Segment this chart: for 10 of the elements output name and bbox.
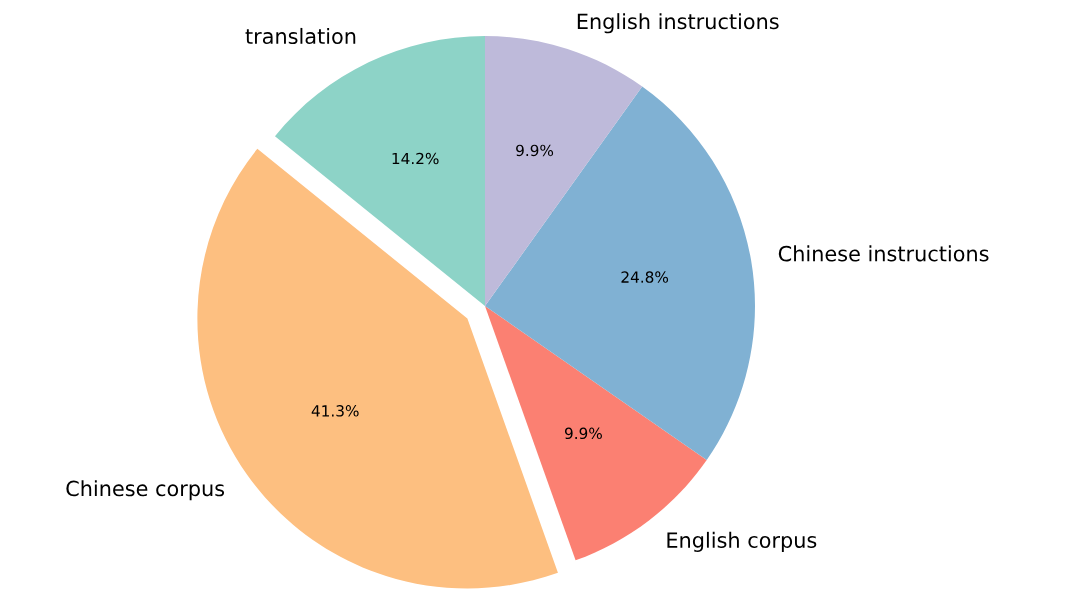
slice-label: English instructions: [577, 13, 779, 34]
slice-label: translation: [245, 27, 356, 45]
data-label: 24.8%: [621, 271, 669, 283]
data-label: 9.9%: [516, 144, 554, 157]
slice-label: Chinese corpus: [66, 480, 225, 501]
data-label: 9.9%: [564, 427, 602, 440]
data-label: 14.2%: [392, 152, 439, 165]
slice-label: Chinese instructions: [778, 245, 989, 262]
slice-label: English corpus: [667, 531, 817, 553]
data-label: 41.3%: [311, 405, 359, 417]
